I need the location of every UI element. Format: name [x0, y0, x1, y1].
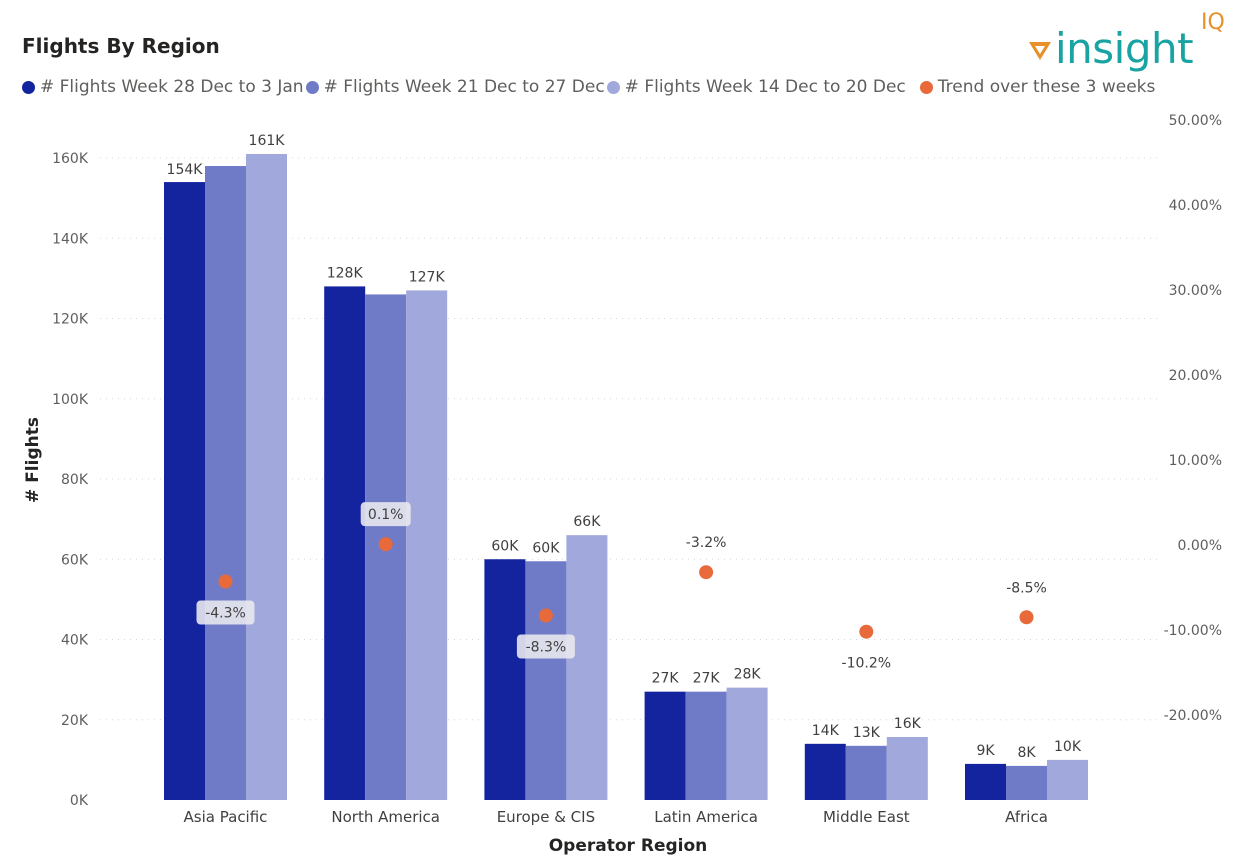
trend-point	[859, 624, 874, 639]
trend-data-label: 0.1%	[368, 507, 404, 523]
legend-swatch	[919, 80, 933, 94]
insight-iq-logo: insight IQ	[1025, 10, 1235, 80]
chart-legend: # Flights Week 28 Dec to 3 Jan # Flights…	[22, 77, 1157, 97]
legend-swatch	[305, 80, 319, 94]
y2-tick-label: 50.00%	[1169, 113, 1222, 129]
logo-wordmark: insight	[1055, 24, 1194, 73]
y2-tick-label: 0.00%	[1178, 538, 1222, 554]
bar	[164, 182, 205, 800]
bar	[406, 290, 448, 800]
legend-item-week-21-dec[interactable]: # Flights Week 21 Dec to 27 Dec	[305, 77, 605, 97]
y-tick-label: 40K	[61, 633, 89, 649]
bar-data-label: 66K	[573, 514, 601, 530]
bar-data-label: 16K	[894, 716, 922, 732]
y2-tick-label: 20.00%	[1169, 368, 1222, 384]
bar-data-label: 161K	[249, 133, 286, 149]
x-tick-label: Middle East	[823, 808, 910, 826]
bar	[726, 687, 768, 800]
bar	[804, 743, 846, 800]
legend-label: # Flights Week 21 Dec to 27 Dec	[323, 77, 605, 97]
logo-mark-icon	[1029, 42, 1051, 60]
bar	[1006, 765, 1047, 800]
y-tick-label: 140K	[52, 231, 89, 247]
trend-label-box	[196, 600, 255, 625]
trend-point	[378, 537, 393, 552]
bar	[644, 691, 686, 800]
trend-point	[1019, 610, 1034, 625]
x-tick-label: North America	[331, 808, 440, 826]
legend-label: # Flights Week 28 Dec to 3 Jan	[40, 77, 304, 97]
y2-tick-label: -10.00%	[1164, 623, 1222, 639]
bar-data-label: 28K	[734, 667, 762, 683]
bar-data-label: 154K	[167, 162, 204, 178]
y-tick-label: 120K	[52, 312, 89, 328]
legend-item-week-28-dec[interactable]: # Flights Week 28 Dec to 3 Jan	[22, 77, 304, 97]
bar-data-label: 8K	[1017, 745, 1036, 761]
bar	[525, 561, 567, 800]
trend-point	[218, 574, 233, 589]
trend-point	[538, 608, 553, 623]
bar	[484, 559, 526, 800]
y2-tick-label: -20.00%	[1164, 708, 1222, 724]
y-tick-label: 20K	[61, 713, 89, 729]
logo-superscript: IQ	[1201, 10, 1225, 35]
bar	[246, 153, 287, 801]
bar-data-label: 27K	[693, 671, 721, 687]
trend-data-label: -4.3%	[205, 606, 246, 622]
trend-data-label: -3.2%	[686, 535, 727, 551]
legend-label: # Flights Week 14 Dec to 20 Dec	[624, 77, 906, 97]
bar	[205, 166, 246, 800]
y-tick-label: 60K	[61, 552, 89, 568]
trend-data-label: -8.3%	[526, 640, 567, 656]
bar-data-label: 9K	[976, 743, 995, 759]
bar	[685, 691, 727, 800]
trend-data-label: -10.2%	[842, 656, 892, 672]
bar-data-label: 128K	[327, 265, 364, 281]
y2-tick-label: 10.00%	[1169, 453, 1222, 469]
bar	[965, 763, 1006, 800]
bar	[1047, 759, 1088, 800]
bar-data-label: 13K	[853, 725, 881, 741]
bar	[845, 745, 887, 800]
bar-data-label: 60K	[532, 540, 560, 556]
y-tick-label: 0K	[70, 793, 89, 809]
trend-label-box	[360, 502, 411, 527]
bar-data-label: 27K	[652, 671, 680, 687]
legend-item-trend[interactable]: Trend over these 3 weeks	[919, 77, 1156, 97]
y-axis-title: # Flights	[23, 417, 43, 503]
y-tick-label: 100K	[52, 392, 89, 408]
bar	[886, 737, 928, 800]
y2-tick-label: 30.00%	[1169, 283, 1222, 299]
bar-data-label: 14K	[812, 723, 840, 739]
x-tick-label: Asia Pacific	[184, 808, 268, 826]
y-tick-label: 80K	[61, 472, 89, 488]
y-tick-label: 160K	[52, 151, 89, 167]
trend-data-label: -8.5%	[1006, 580, 1047, 596]
legend-label: Trend over these 3 weeks	[937, 77, 1156, 97]
bar-data-label: 127K	[409, 269, 446, 285]
legend-swatch	[22, 80, 35, 94]
chart-title: Flights By Region	[22, 34, 220, 58]
x-axis-title: Operator Region	[549, 836, 708, 856]
bar-data-label: 10K	[1054, 739, 1082, 755]
bar-data-label: 60K	[491, 538, 519, 554]
legend-item-week-14-dec[interactable]: # Flights Week 14 Dec to 20 Dec	[606, 77, 906, 97]
y2-tick-label: 40.00%	[1169, 198, 1222, 214]
legend-swatch	[606, 80, 620, 94]
bar	[566, 535, 608, 800]
x-tick-label: Europe & CIS	[497, 808, 595, 826]
trend-label-box	[516, 634, 575, 659]
x-tick-label: Latin America	[654, 808, 758, 826]
trend-point	[699, 565, 714, 580]
bar	[324, 286, 366, 800]
x-tick-label: Africa	[1005, 808, 1048, 826]
